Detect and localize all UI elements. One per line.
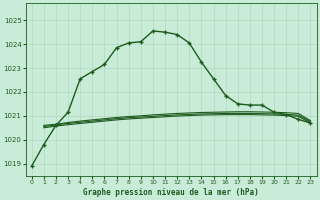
X-axis label: Graphe pression niveau de la mer (hPa): Graphe pression niveau de la mer (hPa) [83, 188, 259, 197]
